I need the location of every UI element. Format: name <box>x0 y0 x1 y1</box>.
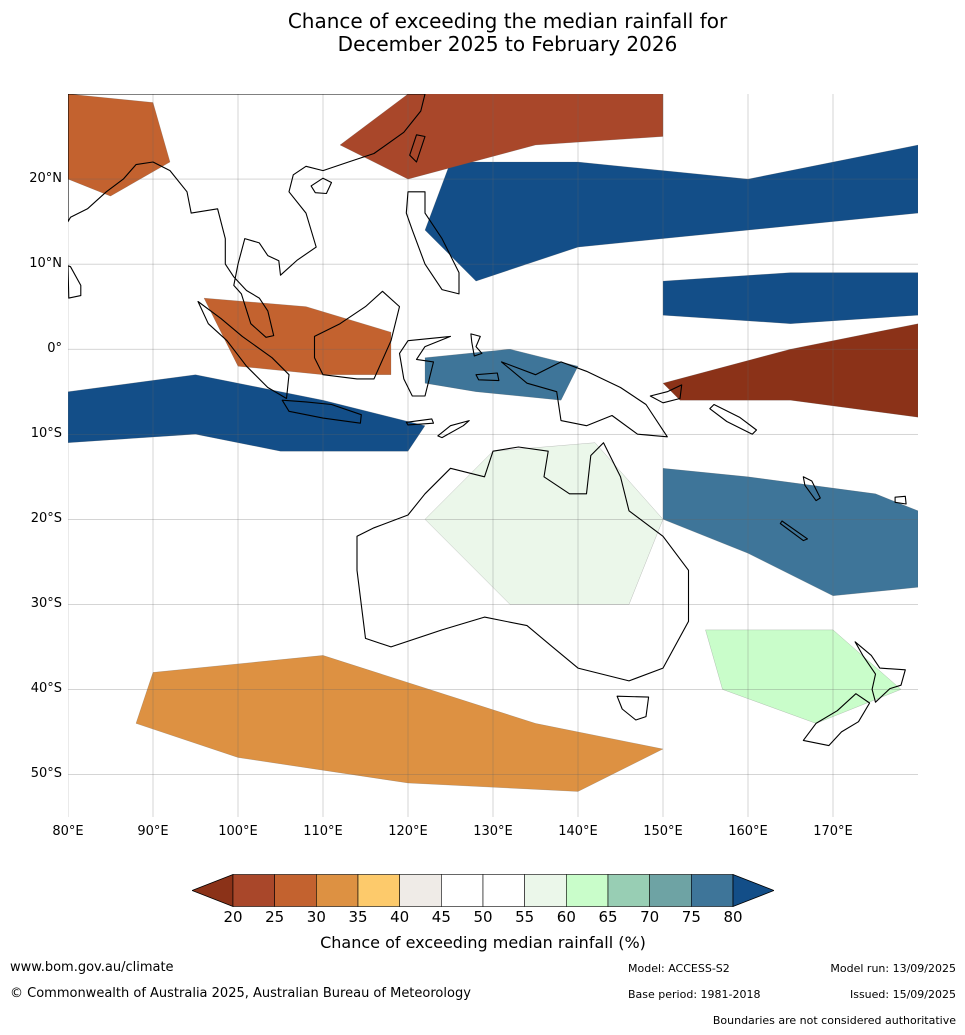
region-1: North Pacific band <box>662 272 918 324</box>
coastline-solomon-islands: Solomon Islands <box>709 403 758 435</box>
coastline-sumatra: Sumatra <box>197 300 290 400</box>
colorbar-tick-10: 70 <box>640 908 660 926</box>
coastline-vanuatu: Vanuatu <box>802 476 821 502</box>
lat-label-1: 10°N <box>29 256 62 272</box>
lon-label-2: 100°E <box>218 824 258 839</box>
colorbar-segment-8 <box>566 874 609 907</box>
coastline-java: Java <box>281 399 362 424</box>
lat-label-0: 20°N <box>29 171 62 187</box>
lat-label-3: 10°S <box>30 426 62 442</box>
model-name: Model: ACCESS-S2 <box>628 962 730 975</box>
lat-label-4: 20°S <box>30 511 62 527</box>
issued-date: Issued: 15/09/2025 <box>849 988 956 1001</box>
colorbar-tick-8: 60 <box>556 908 576 926</box>
coastline-new-zealand-south: New Zealand South <box>802 693 871 747</box>
lat-label-6: 40°S <box>30 681 62 697</box>
colorbar <box>192 874 774 907</box>
map-gridlines <box>68 94 918 817</box>
coastline-borneo: Borneo <box>313 290 401 380</box>
coastline-luzon-and-philippines: Luzon and Philippines <box>405 191 460 295</box>
title-line-2: December 2025 to February 2026 <box>337 32 678 56</box>
colorbar-segment-11 <box>691 874 734 907</box>
colorbar-segment-3 <box>357 874 400 907</box>
lon-label-7: 150°E <box>643 824 683 839</box>
coastline-hainan: Hainan <box>310 177 333 195</box>
colorbar-tick-11: 75 <box>681 908 701 926</box>
colorbar-tick-3: 35 <box>348 908 368 926</box>
colorbar-low-arrow <box>192 874 234 907</box>
colorbar-tick-0: 20 <box>223 908 243 926</box>
coastline-new-caledonia: New Caledonia <box>779 520 809 542</box>
title-line-1: Chance of exceeding the median rainfall … <box>287 9 728 33</box>
lon-label-0: 80°E <box>52 824 84 839</box>
coastline-new-guinea: New Guinea <box>500 361 668 438</box>
colorbar-tick-7: 55 <box>515 908 535 926</box>
colorbar-segment-10 <box>649 874 692 907</box>
colorbar-tick-5: 45 <box>431 908 451 926</box>
coastline-sri-lanka: Sri Lanka <box>68 265 82 299</box>
colorbar-high-arrow <box>732 874 774 907</box>
colorbar-segment-6 <box>482 874 525 907</box>
colorbar-tick-12: 80 <box>723 908 743 926</box>
colorbar-segment-4 <box>399 874 442 907</box>
colorbar-tick-9: 65 <box>598 908 618 926</box>
colorbar-tick-1: 25 <box>265 908 285 926</box>
lat-label-5: 30°S <box>30 596 62 612</box>
website-link[interactable]: www.bom.gov.au/climate <box>10 960 174 975</box>
lon-label-9: 170°E <box>813 824 853 839</box>
coastlines: Australia Tasmania New Guinea Borneo Sumatra… <box>68 94 907 747</box>
coastline-mainland-asia: Mainland Asia <box>68 94 426 338</box>
rainfall-probability-map: Western Pacific north of equatorNorth Pa… <box>68 94 918 817</box>
coastline-taiwan: Taiwan <box>409 134 426 163</box>
coastline-new-britain: New Britain <box>649 384 683 404</box>
coastline-seram: Seram <box>475 372 500 382</box>
region-11: Tasman Sea <box>705 629 902 724</box>
coastline-new-zealand-north: New Zealand North <box>854 641 906 703</box>
lon-label-5: 130°E <box>473 824 513 839</box>
colorbar-tick-4: 40 <box>390 908 410 926</box>
coastline-timor: Timor <box>437 420 470 439</box>
base-period: Base period: 1981-2018 <box>628 988 761 1001</box>
lon-label-4: 120°E <box>388 824 428 839</box>
colorbar-segment-9 <box>607 874 650 907</box>
map-title: Chance of exceeding the median rainfall … <box>0 10 965 56</box>
colorbar-segment-7 <box>524 874 567 907</box>
coastline-halmahera: Halmahera <box>470 333 483 357</box>
lat-label-7: 50°S <box>30 766 62 782</box>
coastline-tasmania: Tasmania <box>616 695 650 721</box>
lat-label-2: 0° <box>47 341 62 357</box>
lon-label-1: 90°E <box>137 824 169 839</box>
coastline-sulawesi: Sulawesi <box>398 335 452 397</box>
colorbar-segment-2 <box>316 874 359 907</box>
map-panel[interactable]: Western Pacific north of equatorNorth Pa… <box>68 94 918 817</box>
lon-label-3: 110°E <box>303 824 343 839</box>
colorbar-segment-0 <box>232 874 275 907</box>
copyright-text: © Commonwealth of Australia 2025, Austra… <box>10 986 471 1001</box>
boundary-disclaimer: Boundaries are not considered authoritat… <box>712 1014 956 1027</box>
lon-label-6: 140°E <box>558 824 598 839</box>
colorbar-segment-1 <box>274 874 317 907</box>
region-3: Southwest Pacific <box>662 468 918 596</box>
coastline-australia: Australia <box>356 442 690 682</box>
coastline-fiji: Fiji <box>894 495 907 505</box>
lon-label-8: 160°E <box>728 824 768 839</box>
colorbar-label: Chance of exceeding median rainfall (%) <box>320 933 646 952</box>
model-run-date: Model run: 13/09/2025 <box>830 962 956 975</box>
colorbar-tick-6: 50 <box>473 908 493 926</box>
colorbar-tick-2: 30 <box>306 908 326 926</box>
colorbar-segment-5 <box>441 874 484 907</box>
coastline-flores: Flores <box>405 418 435 426</box>
